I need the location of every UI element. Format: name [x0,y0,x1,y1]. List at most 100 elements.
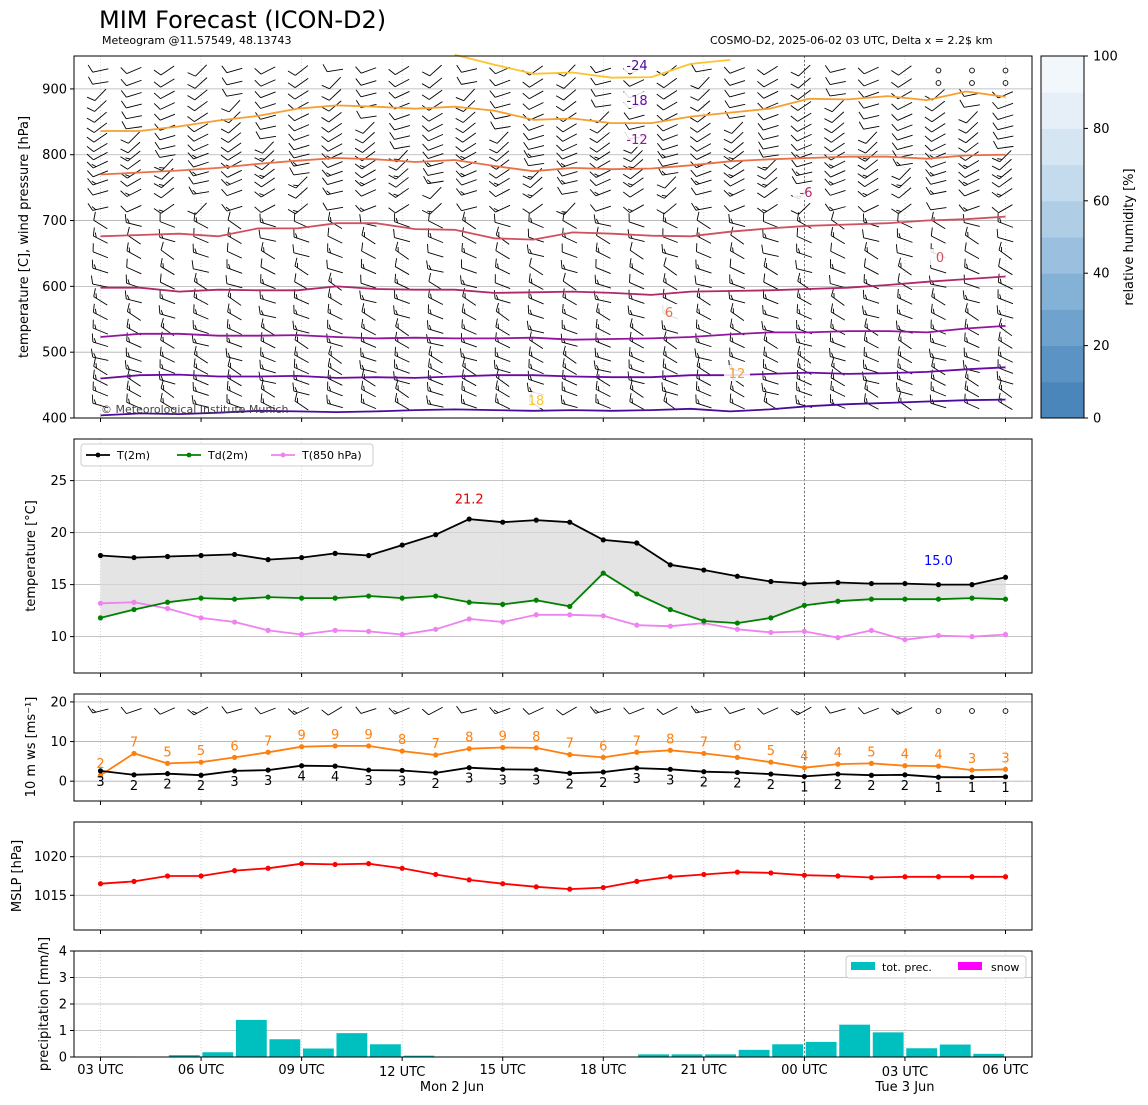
barb-flag [394,289,396,299]
surface-wind-barb [790,706,812,716]
barb-staff [729,103,746,109]
barb-flag [464,362,466,368]
barb-flag [998,257,1001,267]
colorbar-segment [1041,237,1084,274]
barb-staff [930,341,947,348]
barb-flag [86,96,96,102]
wind-barb [763,346,779,363]
barb-flag [428,264,432,270]
surface-wind-barb [287,707,309,715]
barb-flag [229,308,231,314]
barb-flag [160,379,164,389]
barb-staff [361,377,376,387]
temperature-tick-label: 10 [50,630,67,645]
td2m-point [969,595,975,601]
barb-staff [260,367,276,374]
barb-flag [321,126,329,133]
barb-flag [92,227,95,237]
barb-flag [656,124,664,132]
wind-barb [694,275,712,288]
isotherm-label: 18 [528,394,545,409]
calm-wind-circle [935,67,942,74]
wind-barb [395,380,409,398]
wind-barb [254,204,276,213]
barb-flag [359,214,362,223]
wind-barb [354,178,376,187]
barb-flag [363,231,366,238]
wind-barb [360,258,377,275]
wind-barb [590,77,612,86]
barb-flag [690,177,697,185]
gust-point [902,763,908,769]
t2m-point [935,582,942,588]
wind-barb [662,358,678,375]
wind-barb [723,159,745,170]
barb-flag [628,359,630,369]
wind-barb [193,304,209,320]
mean-wind-point [634,765,640,771]
wind-barb [126,242,142,260]
barb-staff [260,135,277,140]
barb-staff [495,376,510,387]
barb-staff [762,252,779,257]
t850-point [466,616,472,622]
mslp-point [600,884,606,891]
barb-staff [161,167,174,180]
barb-flag [322,202,328,211]
barb-staff [898,65,912,76]
t850-point [299,631,305,638]
wind-barb [891,167,911,180]
barb-flag [461,319,463,328]
barb-staff [362,131,375,144]
barb-flag [891,183,900,189]
barb-flag [159,167,165,169]
t2m-point [533,517,539,523]
barb-flag [723,129,732,134]
barb-staff [662,236,678,243]
barb-staff [663,90,678,100]
barb-flag [362,398,365,404]
surface-wind-barb [456,705,478,714]
wind-barb [91,259,109,274]
colorbar-segment [1041,92,1084,129]
t2m-point [1002,574,1009,580]
wind-barb [327,211,343,230]
wind-barb [796,227,812,244]
gust-point [600,754,606,761]
barb-flag [154,141,161,150]
barb-flag [656,209,665,215]
barb-flag [662,358,665,368]
wind-barb [528,212,544,229]
wind-barb [158,228,176,243]
barb-flag [125,157,131,160]
isotherm-label-bg [624,92,650,108]
wind-barb [394,331,410,349]
wind-barb [460,275,478,289]
wind-barb [322,202,344,211]
wind-barb [757,168,778,180]
wind-barb [421,112,443,122]
barb-flag [825,76,831,85]
mean-wind-point [734,769,740,776]
barb-flag [498,308,500,314]
barb-flag [931,338,935,344]
barb-staff [629,367,645,374]
wind-barb [560,259,578,274]
wind-barb [824,151,846,161]
wind-barb [294,257,309,276]
barb-staff [698,76,710,90]
barb-flag [998,318,1002,327]
barb-staff [494,103,511,109]
precip-bar [168,1055,200,1057]
wind-barb [93,211,108,230]
gust-point [533,745,539,751]
barb-staff [461,327,477,335]
barb-flag [691,64,697,73]
barb-flag [998,375,1002,381]
barb-flag [563,308,566,315]
wind-barb [489,90,511,98]
colorbar-tick-label: 100 [1093,50,1118,65]
barb-flag [589,179,597,186]
barb-flag [757,192,765,198]
barb-staff [629,401,645,410]
